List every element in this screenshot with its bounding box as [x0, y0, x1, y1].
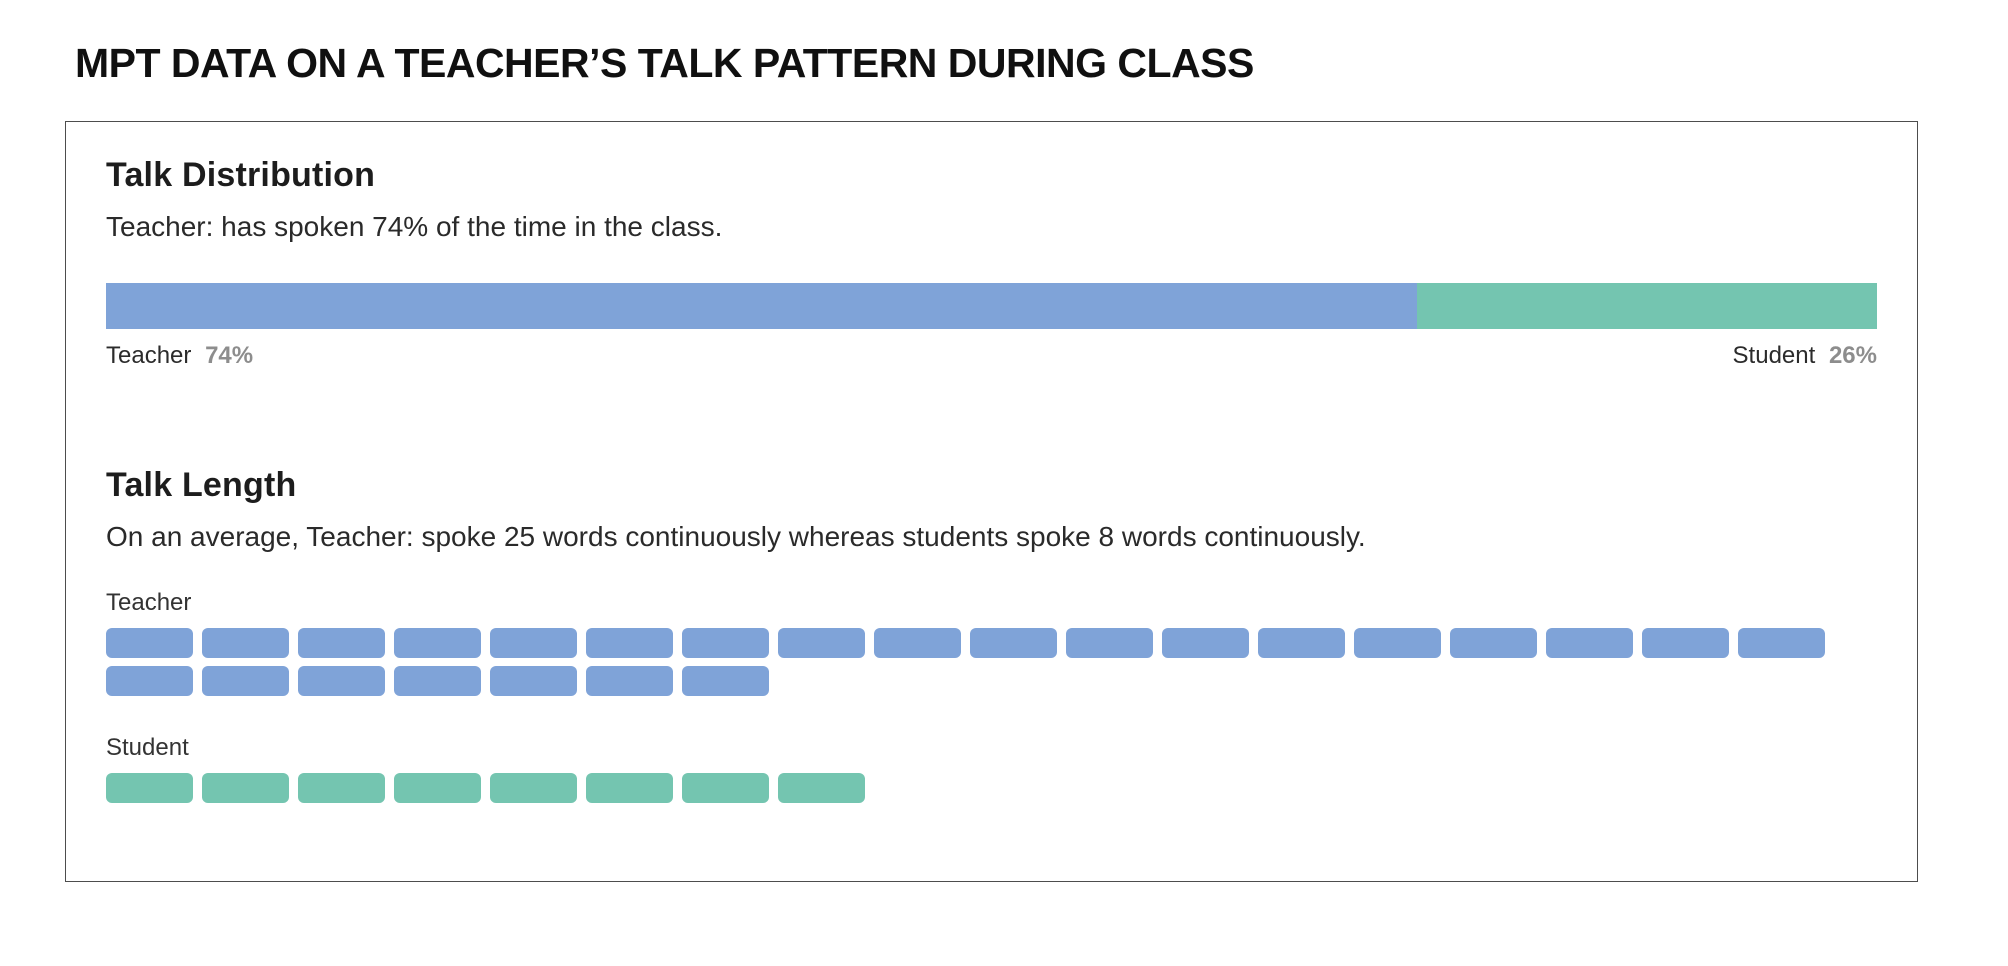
word-block-student [682, 773, 769, 804]
teacher-bar-label-text: Teacher [106, 342, 192, 370]
word-block-teacher [586, 666, 673, 697]
word-block-student [490, 773, 577, 804]
word-block-teacher [298, 666, 385, 697]
student-bar-segment [1416, 283, 1877, 330]
word-block-student [394, 773, 481, 804]
word-block-teacher [202, 666, 289, 697]
word-block-teacher [1066, 628, 1153, 659]
student-bar-label: Student 26% [1733, 342, 1877, 370]
word-block-teacher [970, 628, 1057, 659]
talk-distribution-stacked-bar [106, 283, 1877, 330]
word-block-teacher [1450, 628, 1537, 659]
teacher-bar-segment [106, 283, 1417, 330]
talk-distribution-description: Teacher: has spoken 74% of the time in t… [106, 211, 723, 243]
teacher-word-blocks [106, 628, 1877, 697]
word-block-teacher [106, 628, 193, 659]
student-word-blocks [106, 773, 1877, 804]
student-group-label: Student [106, 734, 189, 762]
word-block-student [586, 773, 673, 804]
word-block-teacher [586, 628, 673, 659]
word-block-teacher [1546, 628, 1633, 659]
word-block-teacher [682, 666, 769, 697]
student-word-group: Student [106, 734, 1877, 804]
word-block-teacher [778, 628, 865, 659]
talk-length-description: On an average, Teacher: spoke 25 words c… [106, 521, 1366, 553]
word-block-teacher [106, 666, 193, 697]
teacher-bar-pct: 74% [205, 342, 254, 370]
word-block-teacher [298, 628, 385, 659]
word-block-teacher [394, 666, 481, 697]
word-block-teacher [202, 628, 289, 659]
word-block-teacher [1354, 628, 1441, 659]
student-bar-pct: 26% [1828, 342, 1877, 370]
bar-labels-row: Teacher 74% Student 26% [106, 342, 1877, 370]
word-block-student [298, 773, 385, 804]
talk-pattern-card: Talk Distribution Teacher: has spoken 74… [65, 121, 1918, 883]
word-block-teacher [1738, 628, 1825, 659]
word-block-teacher [490, 666, 577, 697]
teacher-group-label: Teacher [106, 589, 192, 617]
report-page: MPT DATA ON A TEACHER’S TALK PATTERN DUR… [0, 38, 2008, 966]
word-block-teacher [874, 628, 961, 659]
teacher-word-group: Teacher [106, 589, 1877, 697]
talk-length-section: Talk Length On an average, Teacher: spok… [106, 466, 1877, 804]
word-block-teacher [682, 628, 769, 659]
word-block-teacher [1642, 628, 1729, 659]
word-block-student [202, 773, 289, 804]
talk-distribution-heading: Talk Distribution [106, 156, 376, 195]
student-bar-label-text: Student [1732, 342, 1816, 370]
word-block-teacher [490, 628, 577, 659]
word-block-teacher [394, 628, 481, 659]
word-block-teacher [1162, 628, 1249, 659]
talk-distribution-section: Talk Distribution Teacher: has spoken 74… [106, 156, 1877, 370]
page-title: MPT DATA ON A TEACHER’S TALK PATTERN DUR… [75, 40, 1254, 86]
word-block-student [106, 773, 193, 804]
talk-length-heading: Talk Length [106, 466, 297, 505]
word-block-teacher [1258, 628, 1345, 659]
teacher-bar-label: Teacher 74% [106, 342, 253, 370]
word-block-student [778, 773, 865, 804]
